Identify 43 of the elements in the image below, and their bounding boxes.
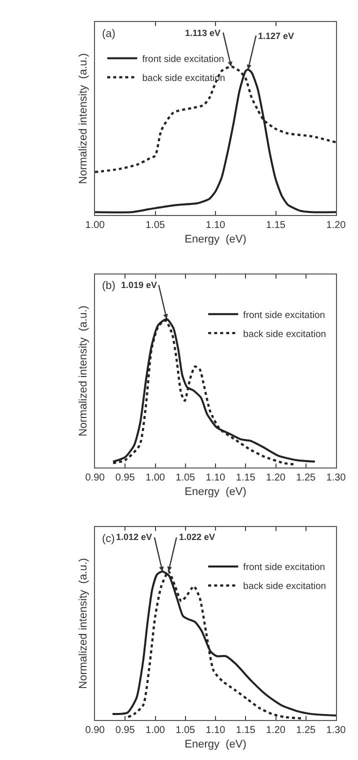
x-tick-label: 1.00 xyxy=(85,220,106,232)
x-tick-label: 1.05 xyxy=(176,725,196,736)
y-axis-title: Normalized intensity (a.u.) xyxy=(78,306,90,436)
x-tick-label: 1.10 xyxy=(206,220,226,232)
legend-label: front side excitation xyxy=(142,54,224,65)
x-tick-label: 0.90 xyxy=(85,725,106,736)
x-tick-label: 1.25 xyxy=(296,472,316,484)
annotation: 1.113 eV xyxy=(185,28,221,38)
x-tick-label: 1.15 xyxy=(236,725,256,736)
x-tick-label: 1.05 xyxy=(176,472,196,484)
y-axis-title: Normalized intensity (a.u.) xyxy=(78,558,90,689)
x-axis-title: Energy (eV) xyxy=(184,233,246,246)
x-tick-label: 0.95 xyxy=(115,725,136,736)
x-tick-label: 1.15 xyxy=(266,220,286,232)
x-tick-label: 0.95 xyxy=(115,472,136,484)
x-tick-label: 1.20 xyxy=(266,472,286,484)
x-tick-label: 1.15 xyxy=(236,472,256,484)
text: (b) xyxy=(102,280,116,292)
legend-label: front side excitation xyxy=(243,562,326,574)
annotation: 1.022 eV xyxy=(179,532,216,542)
legend-label: back side excitation xyxy=(243,581,326,592)
x-axis-title: Energy (eV) xyxy=(184,738,246,750)
annotation: 1.019 eV xyxy=(121,280,158,290)
annotation: 1.127 eV xyxy=(258,31,294,41)
x-tick-label: 1.20 xyxy=(266,725,286,736)
x-tick-label: 1.30 xyxy=(326,725,346,736)
x-tick-label: 1.00 xyxy=(146,472,166,484)
text: (c) xyxy=(102,533,115,545)
x-tick-label: 1.05 xyxy=(146,220,166,232)
x-tick-label: 0.90 xyxy=(85,472,106,484)
legend-label: front side excitation xyxy=(243,310,326,321)
legend-label: back side excitation xyxy=(243,328,326,340)
text: (a) xyxy=(102,28,116,40)
x-axis-title: Energy (eV) xyxy=(184,486,246,498)
x-tick-label: 1.00 xyxy=(146,725,166,736)
y-axis-title: Normalized intensity (a.u.) xyxy=(78,53,90,184)
legend-label: back side excitation xyxy=(142,72,226,84)
annotation: 1.012 eV xyxy=(116,532,152,542)
x-tick-label: 1.25 xyxy=(296,725,316,736)
x-tick-label: 1.20 xyxy=(326,220,346,232)
x-tick-label: 1.30 xyxy=(326,472,346,484)
x-tick-label: 1.10 xyxy=(206,725,226,736)
x-tick-label: 1.10 xyxy=(206,472,226,484)
